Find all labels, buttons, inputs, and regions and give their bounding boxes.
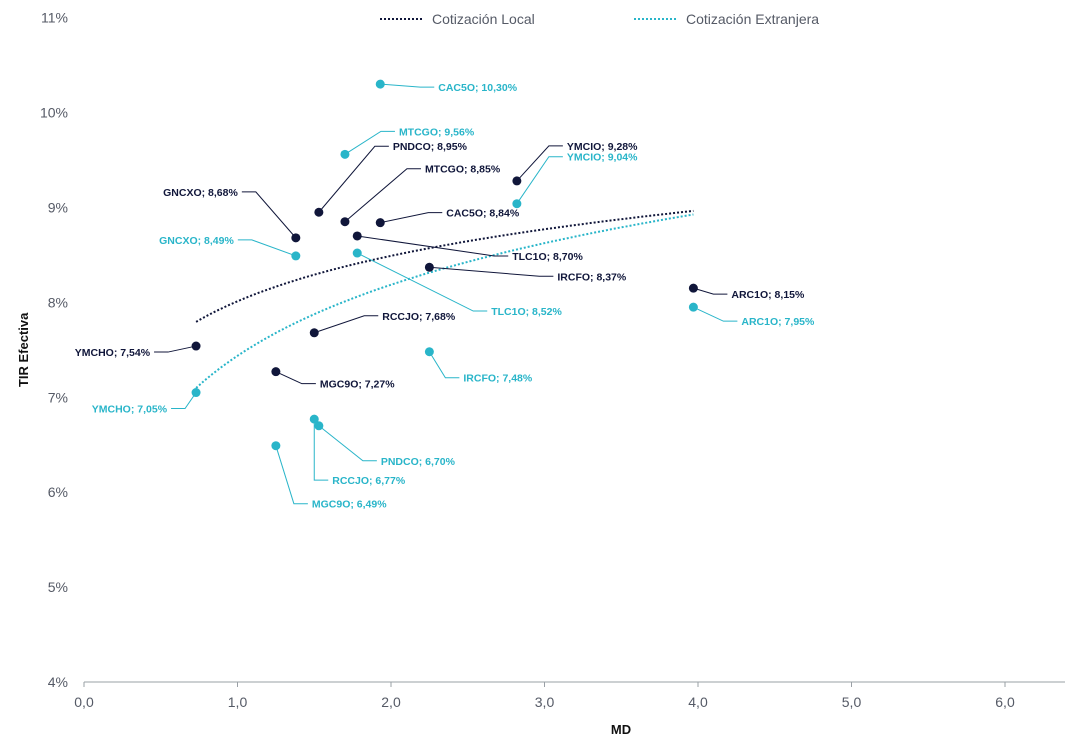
leader-line (516, 156, 563, 204)
leader-line (344, 130, 395, 155)
data-label: YMCIO; 9,04% (567, 152, 638, 164)
x-tick-label: 4,0 (688, 694, 708, 710)
x-tick-label: 0,0 (74, 694, 94, 710)
legend: Cotización Local Cotización Extranjera (380, 11, 819, 27)
data-point (340, 149, 350, 159)
leader-line (275, 445, 308, 505)
leader-line (313, 419, 329, 481)
data-label: PNDCO; 8,95% (393, 141, 468, 153)
data-label: ARC1O; 7,95% (741, 316, 815, 328)
leader-line (429, 266, 554, 277)
data-point (291, 251, 301, 261)
leader-line (344, 168, 421, 223)
data-label: RCCJO; 7,68% (382, 311, 456, 323)
data-label: IRCFO; 7,48% (463, 373, 533, 385)
trendline-foreign (195, 213, 694, 389)
y-tick-label: 5% (48, 579, 68, 595)
data-label: MTCGO; 9,56% (399, 126, 475, 138)
data-point (512, 176, 522, 186)
leader-line (428, 351, 460, 379)
leader-line (237, 239, 297, 257)
data-point (512, 199, 522, 209)
leader-line (275, 371, 316, 385)
data-label: PNDCO; 6,70% (381, 456, 456, 468)
y-tick-label: 11% (41, 10, 68, 26)
y-tick-label: 10% (40, 105, 68, 121)
data-point (340, 217, 350, 227)
legend-label: Cotización Extranjera (686, 11, 819, 27)
leader-line (154, 345, 197, 353)
data-label: YMCHO; 7,05% (92, 404, 168, 416)
data-point (375, 218, 385, 228)
data-labels: YMCHO; 7,54% GNCXO; 8,68% PNDCO; 8,95% MTCG… (75, 82, 815, 511)
data-label: GNCXO; 8,68% (163, 187, 238, 199)
data-label: MTCGO; 8,85% (425, 164, 501, 176)
leader-line (693, 306, 738, 322)
y-tick-label: 9% (48, 200, 68, 216)
y-tick-label: 7% (48, 389, 68, 405)
data-point (352, 231, 362, 241)
data-label: MGC9O; 6,49% (312, 499, 387, 511)
legend-label: Cotización Local (432, 11, 535, 27)
leader-line (314, 315, 379, 334)
data-point (291, 233, 301, 243)
data-point (424, 347, 434, 357)
data-point (191, 388, 201, 398)
leader-line (380, 212, 443, 224)
y-axis-title: TIR Efectiva (16, 312, 31, 387)
data-label: GNCXO; 8,49% (159, 235, 234, 247)
y-tick-label: 6% (48, 484, 68, 500)
data-point (191, 341, 201, 351)
x-axis-title: MD (611, 722, 631, 737)
data-label: YMCHO; 7,54% (75, 347, 151, 359)
leader-line (357, 235, 509, 257)
data-label: IRCFO; 8,37% (557, 271, 627, 283)
data-label: TLC1O; 8,52% (491, 306, 562, 318)
trendline-local (195, 209, 694, 323)
x-tick-label: 5,0 (842, 694, 862, 710)
data-point (271, 441, 281, 451)
data-label: CAC5O; 10,30% (438, 82, 517, 94)
x-tick-label: 2,0 (381, 694, 401, 710)
data-point (688, 302, 698, 312)
leader-line (380, 83, 435, 88)
data-point (314, 207, 324, 217)
leader-line (241, 191, 297, 239)
data-label: RCCJO; 6,77% (332, 475, 406, 487)
data-points (191, 79, 698, 451)
y-tick-label: 4% (48, 674, 68, 690)
leader-line (318, 425, 377, 462)
data-point (352, 248, 362, 258)
data-point (424, 262, 434, 272)
y-tick-label: 8% (48, 294, 68, 310)
leader-line (516, 145, 563, 182)
leader-line (693, 287, 728, 295)
axes: 0,0 1,0 2,0 3,0 4,0 5,0 6,0 4% 5% 6% 7% 8% 9% 10% 11% (40, 10, 1065, 710)
data-label: YMCIO; 9,28% (567, 141, 638, 153)
data-point (309, 414, 319, 424)
x-tick-label: 1,0 (228, 694, 248, 710)
data-label: MGC9O; 7,27% (320, 379, 395, 391)
leader-line (171, 392, 197, 410)
data-point (271, 367, 281, 377)
data-label: ARC1O; 8,15% (731, 289, 805, 301)
leader-line (357, 252, 488, 312)
leader-lines (154, 83, 738, 505)
data-label: TLC1O; 8,70% (512, 251, 583, 263)
data-point (314, 421, 324, 431)
trendlines (195, 209, 694, 389)
data-point (375, 79, 385, 89)
data-point (688, 283, 698, 293)
data-point (309, 328, 319, 338)
leader-line (318, 145, 389, 213)
x-tick-label: 6,0 (995, 694, 1015, 710)
data-label: CAC5O; 8,84% (446, 208, 520, 220)
x-tick-label: 3,0 (535, 694, 555, 710)
